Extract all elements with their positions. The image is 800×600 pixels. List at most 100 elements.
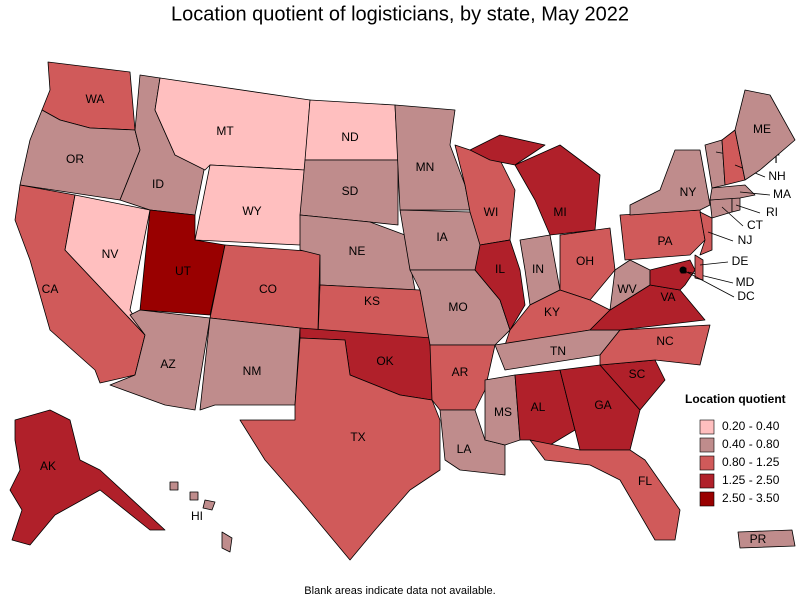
state-shape (589, 284, 706, 331)
state-shape (734, 89, 796, 181)
state-shape (737, 529, 796, 549)
state-label: ND (341, 130, 359, 144)
state-label: MO (448, 300, 467, 314)
state-label: KS (364, 294, 380, 308)
state-label: DC (737, 289, 755, 303)
legend-label: 0.20 - 0.40 (722, 419, 780, 433)
state-label: NE (349, 244, 366, 258)
state-label: PA (657, 234, 672, 248)
legend-swatch (699, 455, 715, 471)
state-label: NV (102, 247, 119, 261)
state-label: DE (732, 254, 749, 268)
leader-line (739, 191, 771, 196)
state-label: OH (576, 254, 594, 268)
state-label: NJ (738, 233, 753, 247)
state-shape (649, 259, 696, 291)
state-label: TN (550, 344, 566, 358)
state-label: SD (342, 184, 359, 198)
state-shape (529, 439, 681, 541)
state-label: ID (152, 177, 164, 191)
state-label: SC (629, 367, 646, 381)
state-shape (629, 149, 711, 216)
state-label: MI (553, 205, 566, 219)
state-label: OK (376, 354, 393, 368)
state-label: NC (656, 334, 674, 348)
state-shape (599, 324, 711, 366)
state-shape (221, 531, 233, 553)
state-label: VA (660, 290, 675, 304)
state-label: AL (531, 400, 546, 414)
state-label: LA (457, 442, 472, 456)
leader-line (699, 261, 729, 266)
legend-label: 1.25 - 2.50 (722, 473, 780, 487)
leader-line (735, 204, 761, 214)
leader-line (682, 269, 735, 298)
state-label: RI (766, 205, 778, 219)
state-label: CT (747, 218, 764, 232)
state-label: NY (680, 185, 697, 199)
state-label: MT (216, 124, 234, 138)
state-label: UT (175, 264, 192, 278)
state-label: IL (495, 262, 505, 276)
state-shape (469, 134, 546, 166)
state-label: IN (532, 262, 544, 276)
state-label: FL (638, 474, 652, 488)
state-shape (709, 184, 756, 201)
leader-line (707, 231, 734, 242)
legend-swatch (699, 491, 715, 507)
legend-swatch (699, 419, 715, 435)
state-shape (609, 259, 651, 311)
state-label: NM (243, 364, 262, 378)
state-shape (704, 139, 726, 189)
legend: 0.20 - 0.40 0.40 - 0.80 0.80 - 1.25 1.25 - … (699, 419, 780, 507)
state-shape (514, 144, 601, 236)
state-label: WV (617, 282, 636, 296)
state-shape (694, 254, 704, 281)
legend-label: 0.40 - 0.80 (722, 437, 780, 451)
map-title: Location quotient of logisticians, by st… (171, 3, 629, 25)
state-label: PR (750, 532, 767, 546)
state-shape (199, 317, 301, 411)
state-label: MS (494, 405, 512, 419)
state-label: KY (544, 305, 560, 319)
state-shape (299, 159, 399, 226)
state-label: OR (66, 152, 84, 166)
states: WA OR CA NV ID MT WY UT CO AZ NM ND SD NE KS OK TX MN IA MO… (9, 61, 796, 561)
state-shape (439, 409, 506, 476)
state-shape (239, 337, 441, 561)
state-shape (202, 499, 216, 511)
legend-swatch (699, 473, 715, 489)
state-shape (559, 227, 616, 301)
state-shape (709, 197, 733, 219)
state-label: MA (773, 187, 791, 201)
state-label: ME (753, 122, 771, 136)
state-shape (169, 481, 179, 491)
state-label: AR (452, 365, 469, 379)
leader-line (721, 206, 744, 227)
legend-title: Location quotient (685, 392, 786, 406)
state-label: CA (42, 282, 59, 296)
state-label: MN (416, 160, 435, 174)
state-label: WA (86, 92, 105, 106)
state-shape (109, 309, 211, 411)
state-shape (9, 409, 166, 546)
state-shape (484, 374, 521, 446)
state-label: IA (436, 230, 447, 244)
state-label: WY (242, 204, 261, 218)
state-label: MD (736, 275, 755, 289)
legend-label: 2.50 - 3.50 (722, 491, 780, 505)
legend-label: 0.80 - 1.25 (722, 455, 780, 469)
state-label: AK (40, 459, 56, 473)
state-label: CO (259, 282, 277, 296)
dc-dot (679, 266, 687, 274)
legend-swatch (699, 437, 715, 453)
state-shape (189, 491, 199, 501)
state-shape (699, 211, 713, 256)
state-label: HI (191, 509, 203, 523)
state-shape (474, 239, 526, 331)
state-label: GA (594, 398, 611, 412)
note: Blank areas indicate data not available. (304, 585, 495, 597)
state-label: AZ (160, 357, 175, 371)
state-label: WI (484, 205, 499, 219)
